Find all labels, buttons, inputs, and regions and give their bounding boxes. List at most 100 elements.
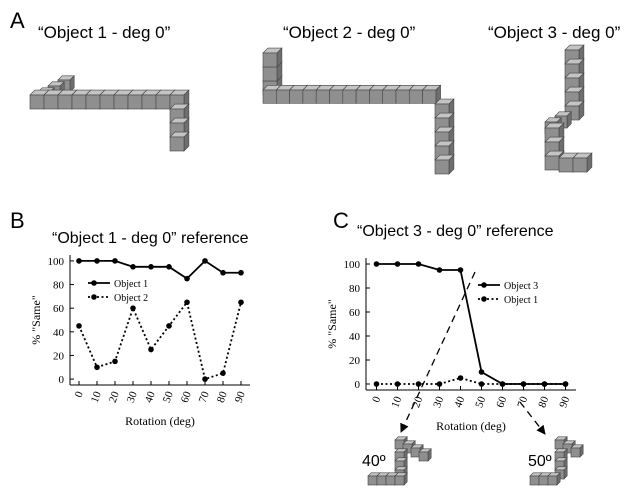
x-tick-label: 30 bbox=[125, 389, 140, 404]
data-point bbox=[479, 369, 485, 375]
y-axis-label: % "Same" bbox=[325, 299, 339, 349]
cube-front bbox=[58, 95, 72, 109]
y-tick-label: 80 bbox=[53, 280, 65, 292]
chart-title: “Object 3 - deg 0” reference bbox=[357, 223, 554, 240]
data-point bbox=[166, 264, 172, 270]
data-point bbox=[395, 261, 401, 267]
legend-label: Object 1 bbox=[504, 295, 538, 306]
data-point bbox=[166, 323, 172, 329]
data-point bbox=[563, 381, 569, 387]
data-point bbox=[130, 264, 136, 270]
data-point bbox=[184, 299, 190, 305]
data-point bbox=[542, 381, 548, 387]
x-tick-label: 40 bbox=[452, 394, 467, 409]
cube-front bbox=[548, 476, 557, 485]
cube-front bbox=[290, 90, 303, 103]
data-point bbox=[500, 381, 506, 387]
data-point bbox=[238, 299, 244, 305]
cube-front bbox=[128, 95, 142, 109]
data-point bbox=[130, 305, 136, 311]
data-point bbox=[94, 258, 100, 264]
cube-front bbox=[369, 90, 382, 103]
panel-label: B bbox=[10, 208, 25, 233]
series-line bbox=[377, 378, 566, 384]
data-point bbox=[94, 364, 100, 370]
data-point bbox=[374, 381, 380, 387]
x-axis-label: Rotation (deg) bbox=[436, 419, 506, 433]
data-point bbox=[395, 381, 401, 387]
cube-front bbox=[555, 440, 564, 449]
legend-marker bbox=[481, 296, 487, 302]
cube-front bbox=[276, 90, 289, 103]
x-axis-label: Rotation (deg) bbox=[125, 414, 195, 428]
data-point bbox=[202, 376, 208, 382]
data-point bbox=[458, 375, 464, 381]
figure: A B C “Object 1 - deg 0” “Object 2 - deg… bbox=[0, 0, 636, 496]
panel-label: C bbox=[333, 208, 349, 233]
data-point bbox=[112, 258, 118, 264]
cube-front bbox=[356, 90, 369, 103]
cube-front bbox=[383, 90, 396, 103]
cube-front bbox=[409, 90, 422, 103]
cube-front bbox=[263, 53, 277, 67]
cube-front bbox=[368, 476, 377, 485]
data-point bbox=[437, 267, 443, 273]
data-point bbox=[220, 270, 226, 276]
y-tick-label: 0 bbox=[59, 374, 65, 386]
cube-front bbox=[395, 476, 404, 485]
cube-front bbox=[395, 440, 404, 449]
cube-front bbox=[411, 448, 420, 457]
x-tick-label: 90 bbox=[233, 389, 248, 404]
x-tick-label: 30 bbox=[431, 394, 446, 409]
y-tick-label: 0 bbox=[355, 379, 361, 391]
cube-front bbox=[571, 448, 580, 457]
cube-front bbox=[419, 452, 428, 461]
cube-front bbox=[386, 476, 395, 485]
object-drawings bbox=[30, 45, 592, 485]
y-tick-label: 40 bbox=[349, 331, 361, 343]
x-tick-label: 20 bbox=[410, 394, 425, 409]
cube-front bbox=[435, 160, 449, 174]
cube-front bbox=[114, 95, 128, 109]
cube-front bbox=[573, 158, 587, 172]
cube-front bbox=[156, 95, 170, 109]
y-tick-label: 80 bbox=[349, 283, 361, 295]
x-tick-label: 20 bbox=[107, 389, 122, 404]
cube-front bbox=[545, 156, 559, 170]
cube-front bbox=[263, 90, 276, 103]
data-point bbox=[112, 359, 118, 365]
cube-front bbox=[530, 476, 539, 485]
cube-front bbox=[44, 95, 58, 109]
cube-front bbox=[303, 90, 316, 103]
legend-marker bbox=[481, 282, 487, 288]
cube-front bbox=[539, 476, 548, 485]
x-tick-label: 50 bbox=[161, 389, 176, 404]
rotation-label: 40º bbox=[362, 453, 386, 470]
legend-marker bbox=[91, 280, 97, 286]
y-axis-label: % "Same" bbox=[29, 295, 43, 345]
cube-front bbox=[263, 67, 277, 81]
x-tick-label: 0 bbox=[73, 389, 86, 399]
data-point bbox=[76, 323, 82, 329]
x-tick-label: 70 bbox=[515, 394, 530, 409]
y-tick-label: 100 bbox=[48, 256, 65, 268]
cube-front bbox=[30, 95, 44, 109]
x-tick-label: 10 bbox=[89, 389, 104, 404]
data-point bbox=[202, 258, 208, 264]
series-line bbox=[79, 261, 241, 279]
cube-front bbox=[343, 90, 356, 103]
data-point bbox=[521, 381, 527, 387]
legend-label: Object 1 bbox=[114, 279, 148, 290]
cube-front bbox=[170, 137, 184, 151]
x-tick-label: 10 bbox=[389, 394, 404, 409]
data-point bbox=[220, 370, 226, 376]
data-point bbox=[416, 381, 422, 387]
panel-label: A bbox=[10, 8, 25, 33]
data-point bbox=[416, 261, 422, 267]
x-tick-label: 0 bbox=[370, 394, 383, 404]
data-point bbox=[184, 276, 190, 282]
x-tick-label: 70 bbox=[197, 389, 212, 404]
y-tick-label: 40 bbox=[53, 327, 65, 339]
y-tick-label: 60 bbox=[53, 303, 65, 315]
cube-front bbox=[86, 95, 100, 109]
